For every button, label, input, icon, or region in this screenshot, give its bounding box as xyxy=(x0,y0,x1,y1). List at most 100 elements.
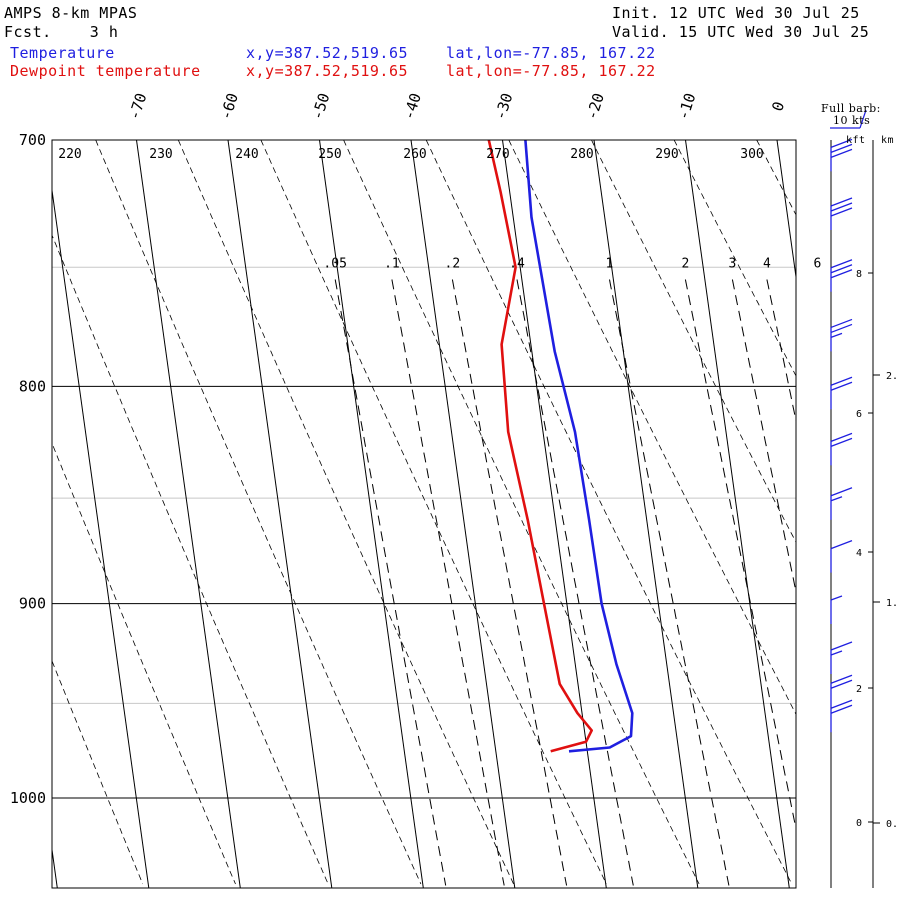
init-value: 12 UTC Wed 30 Jul 25 xyxy=(669,4,860,22)
barb-full-feather xyxy=(830,487,853,497)
barb-full-feather xyxy=(830,540,853,550)
mixing-ratio-label: 2 xyxy=(681,257,689,272)
mixing-ratio-line xyxy=(766,279,796,424)
legend-temperature-latlon: lat,lon=-77.85, 167.22 xyxy=(446,44,656,62)
dry-adiabat xyxy=(591,140,796,544)
barb-full-feather xyxy=(830,323,853,334)
wind-barb xyxy=(830,595,843,625)
barb-full-feather xyxy=(830,318,853,329)
barb-full-feather xyxy=(830,259,853,269)
wind-barb xyxy=(830,674,853,708)
temperature-profile xyxy=(524,140,634,753)
mixing-ratio-label: .2 xyxy=(445,257,461,272)
isotherm xyxy=(52,846,58,888)
barb-full-feather xyxy=(830,207,853,217)
barb-full-feather xyxy=(830,704,853,714)
wind-barb xyxy=(830,259,853,292)
isotherm xyxy=(136,140,241,888)
barb-legend-speed: 10 kts xyxy=(833,114,871,127)
isotherm xyxy=(502,140,607,888)
dry-adiabat xyxy=(52,659,144,885)
legend-dewpoint-latlon: lat,lon=-77.85, 167.22 xyxy=(446,62,656,80)
init-label: Init. xyxy=(612,4,660,22)
barb-legend-title: Full barb: xyxy=(821,102,881,115)
kft-tick-label: 2 xyxy=(856,684,862,695)
mixing-ratio-line xyxy=(391,279,505,886)
mixing-ratio-line xyxy=(451,279,568,886)
isotherm-label: -20 xyxy=(582,91,607,122)
isotherm-label: -30 xyxy=(491,91,516,122)
wind-barb xyxy=(830,641,853,675)
isotherm xyxy=(319,140,424,888)
barb-full-feather xyxy=(830,143,853,153)
isotherm-label: 0 xyxy=(768,99,788,113)
barb-full-feather xyxy=(830,674,853,684)
dry-adiabat xyxy=(95,140,422,885)
dry-adiabat xyxy=(508,140,796,716)
wind-barb xyxy=(830,376,853,410)
dewpoint-profile xyxy=(487,140,593,753)
dry-adiabat xyxy=(0,140,50,884)
dry-adiabat xyxy=(177,140,514,885)
dry-adiabat xyxy=(756,140,796,216)
valid-time: Valid. 15 UTC Wed 30 Jul 25 xyxy=(612,23,869,41)
dry-adiabat-label: 300 xyxy=(740,147,763,162)
dry-adiabat-label: 220 xyxy=(58,147,81,162)
plot-frame xyxy=(51,139,797,889)
barb-half-feather xyxy=(830,650,843,656)
wind-barb xyxy=(830,540,853,573)
forecast-label-text: Fcst. xyxy=(4,23,52,41)
wind-barb xyxy=(830,318,853,352)
dry-adiabat-label: 260 xyxy=(403,147,426,162)
barb-full-feather xyxy=(830,138,853,148)
mixing-ratio-line xyxy=(516,279,634,886)
mixing-ratio-label: 1 xyxy=(606,257,614,272)
isotherm-label: -40 xyxy=(399,91,424,122)
legend-dewpoint-xy: x,y=387.52,519.65 xyxy=(246,62,409,80)
barb-full-feather xyxy=(830,269,853,279)
isotherm xyxy=(593,140,699,888)
dry-adiabat-label: 270 xyxy=(486,147,509,162)
mixing-ratio-label: 6 xyxy=(814,257,822,272)
dry-adiabat xyxy=(839,140,900,884)
valid-label: Valid. xyxy=(612,23,670,41)
dry-adiabat-label: 250 xyxy=(318,147,341,162)
barb-full-feather xyxy=(830,264,853,274)
barb-legend-flag xyxy=(859,109,867,129)
barb-half-feather xyxy=(830,595,843,601)
pressure-tick-label: 900 xyxy=(19,595,46,613)
dry-adiabat xyxy=(260,140,607,885)
mixing-ratio-label: .05 xyxy=(323,257,346,272)
barb-full-feather xyxy=(830,376,853,386)
wind-barb xyxy=(830,432,853,466)
barb-full-feather xyxy=(830,381,853,391)
forecast-value: 3 h xyxy=(89,23,119,41)
isotherm-label: -60 xyxy=(216,91,241,122)
valid-value: 15 UTC Wed 30 Jul 25 xyxy=(678,23,870,41)
dry-adiabat-label: 290 xyxy=(655,147,678,162)
wind-barb xyxy=(830,699,853,733)
isotherm-label: -10 xyxy=(674,91,699,122)
barb-full-feather xyxy=(830,148,853,158)
isotherm xyxy=(227,140,333,888)
mixing-ratio-label: 3 xyxy=(728,257,736,272)
mixing-ratio-label: .1 xyxy=(384,257,400,272)
isotherm-label: -70 xyxy=(125,91,150,122)
mixing-ratio-line xyxy=(609,279,730,886)
forecast-label: Fcst. 3 h xyxy=(4,23,118,41)
barb-half-feather xyxy=(830,496,843,502)
isotherm xyxy=(685,140,790,888)
km-tick-label: 2. xyxy=(886,371,898,382)
isotherm xyxy=(776,140,796,281)
barb-full-feather xyxy=(830,437,853,447)
dry-adiabat xyxy=(343,140,700,885)
km-tick-label: 1. xyxy=(886,598,898,609)
mixing-ratio-label: 4 xyxy=(763,257,771,272)
barb-full-feather xyxy=(830,432,853,442)
isotherm-label: -50 xyxy=(308,91,333,122)
pressure-tick-label: 700 xyxy=(19,131,46,149)
kft-tick-label: 6 xyxy=(856,409,862,420)
legend-dewpoint-name: Dewpoint temperature xyxy=(10,62,201,80)
wind-barb xyxy=(830,197,853,231)
